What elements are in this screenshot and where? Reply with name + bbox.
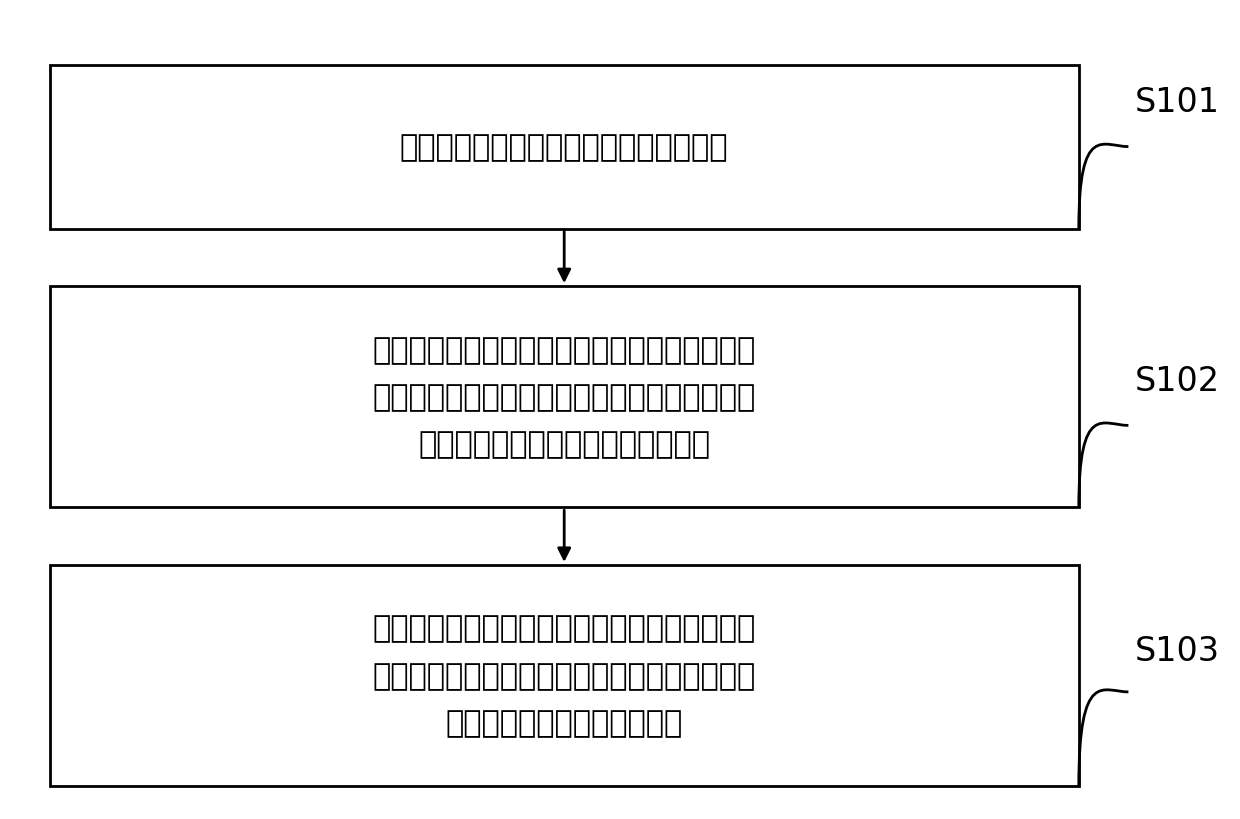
Text: 根据卫星的不同波段对应的被测目标识别判据，
识别所述卫星观测图像中的灰霾区域；所述被测
目标识别判据至少包括灰霾识别判据: 根据卫星的不同波段对应的被测目标识别判据， 识别所述卫星观测图像中的灰霾区域；所… xyxy=(372,336,756,459)
Text: 获取选定的灰霾污染区域的卫星观测图像: 获取选定的灰霾污染区域的卫星观测图像 xyxy=(401,133,728,162)
Text: 根据所述灰霾区域中的灰霾强度、灰霾区域面积
、灰霾厚度以及灰霾的垂直分布廓线，确定选定
的灰霾污染区域中的灰霾总量: 根据所述灰霾区域中的灰霾强度、灰霾区域面积 、灰霾厚度以及灰霾的垂直分布廓线，确… xyxy=(372,614,756,737)
Bar xyxy=(50,565,1079,786)
Text: S102: S102 xyxy=(1135,364,1220,397)
Bar xyxy=(50,287,1079,508)
Bar xyxy=(50,66,1079,229)
Text: S103: S103 xyxy=(1135,635,1220,667)
Text: S101: S101 xyxy=(1135,86,1220,119)
